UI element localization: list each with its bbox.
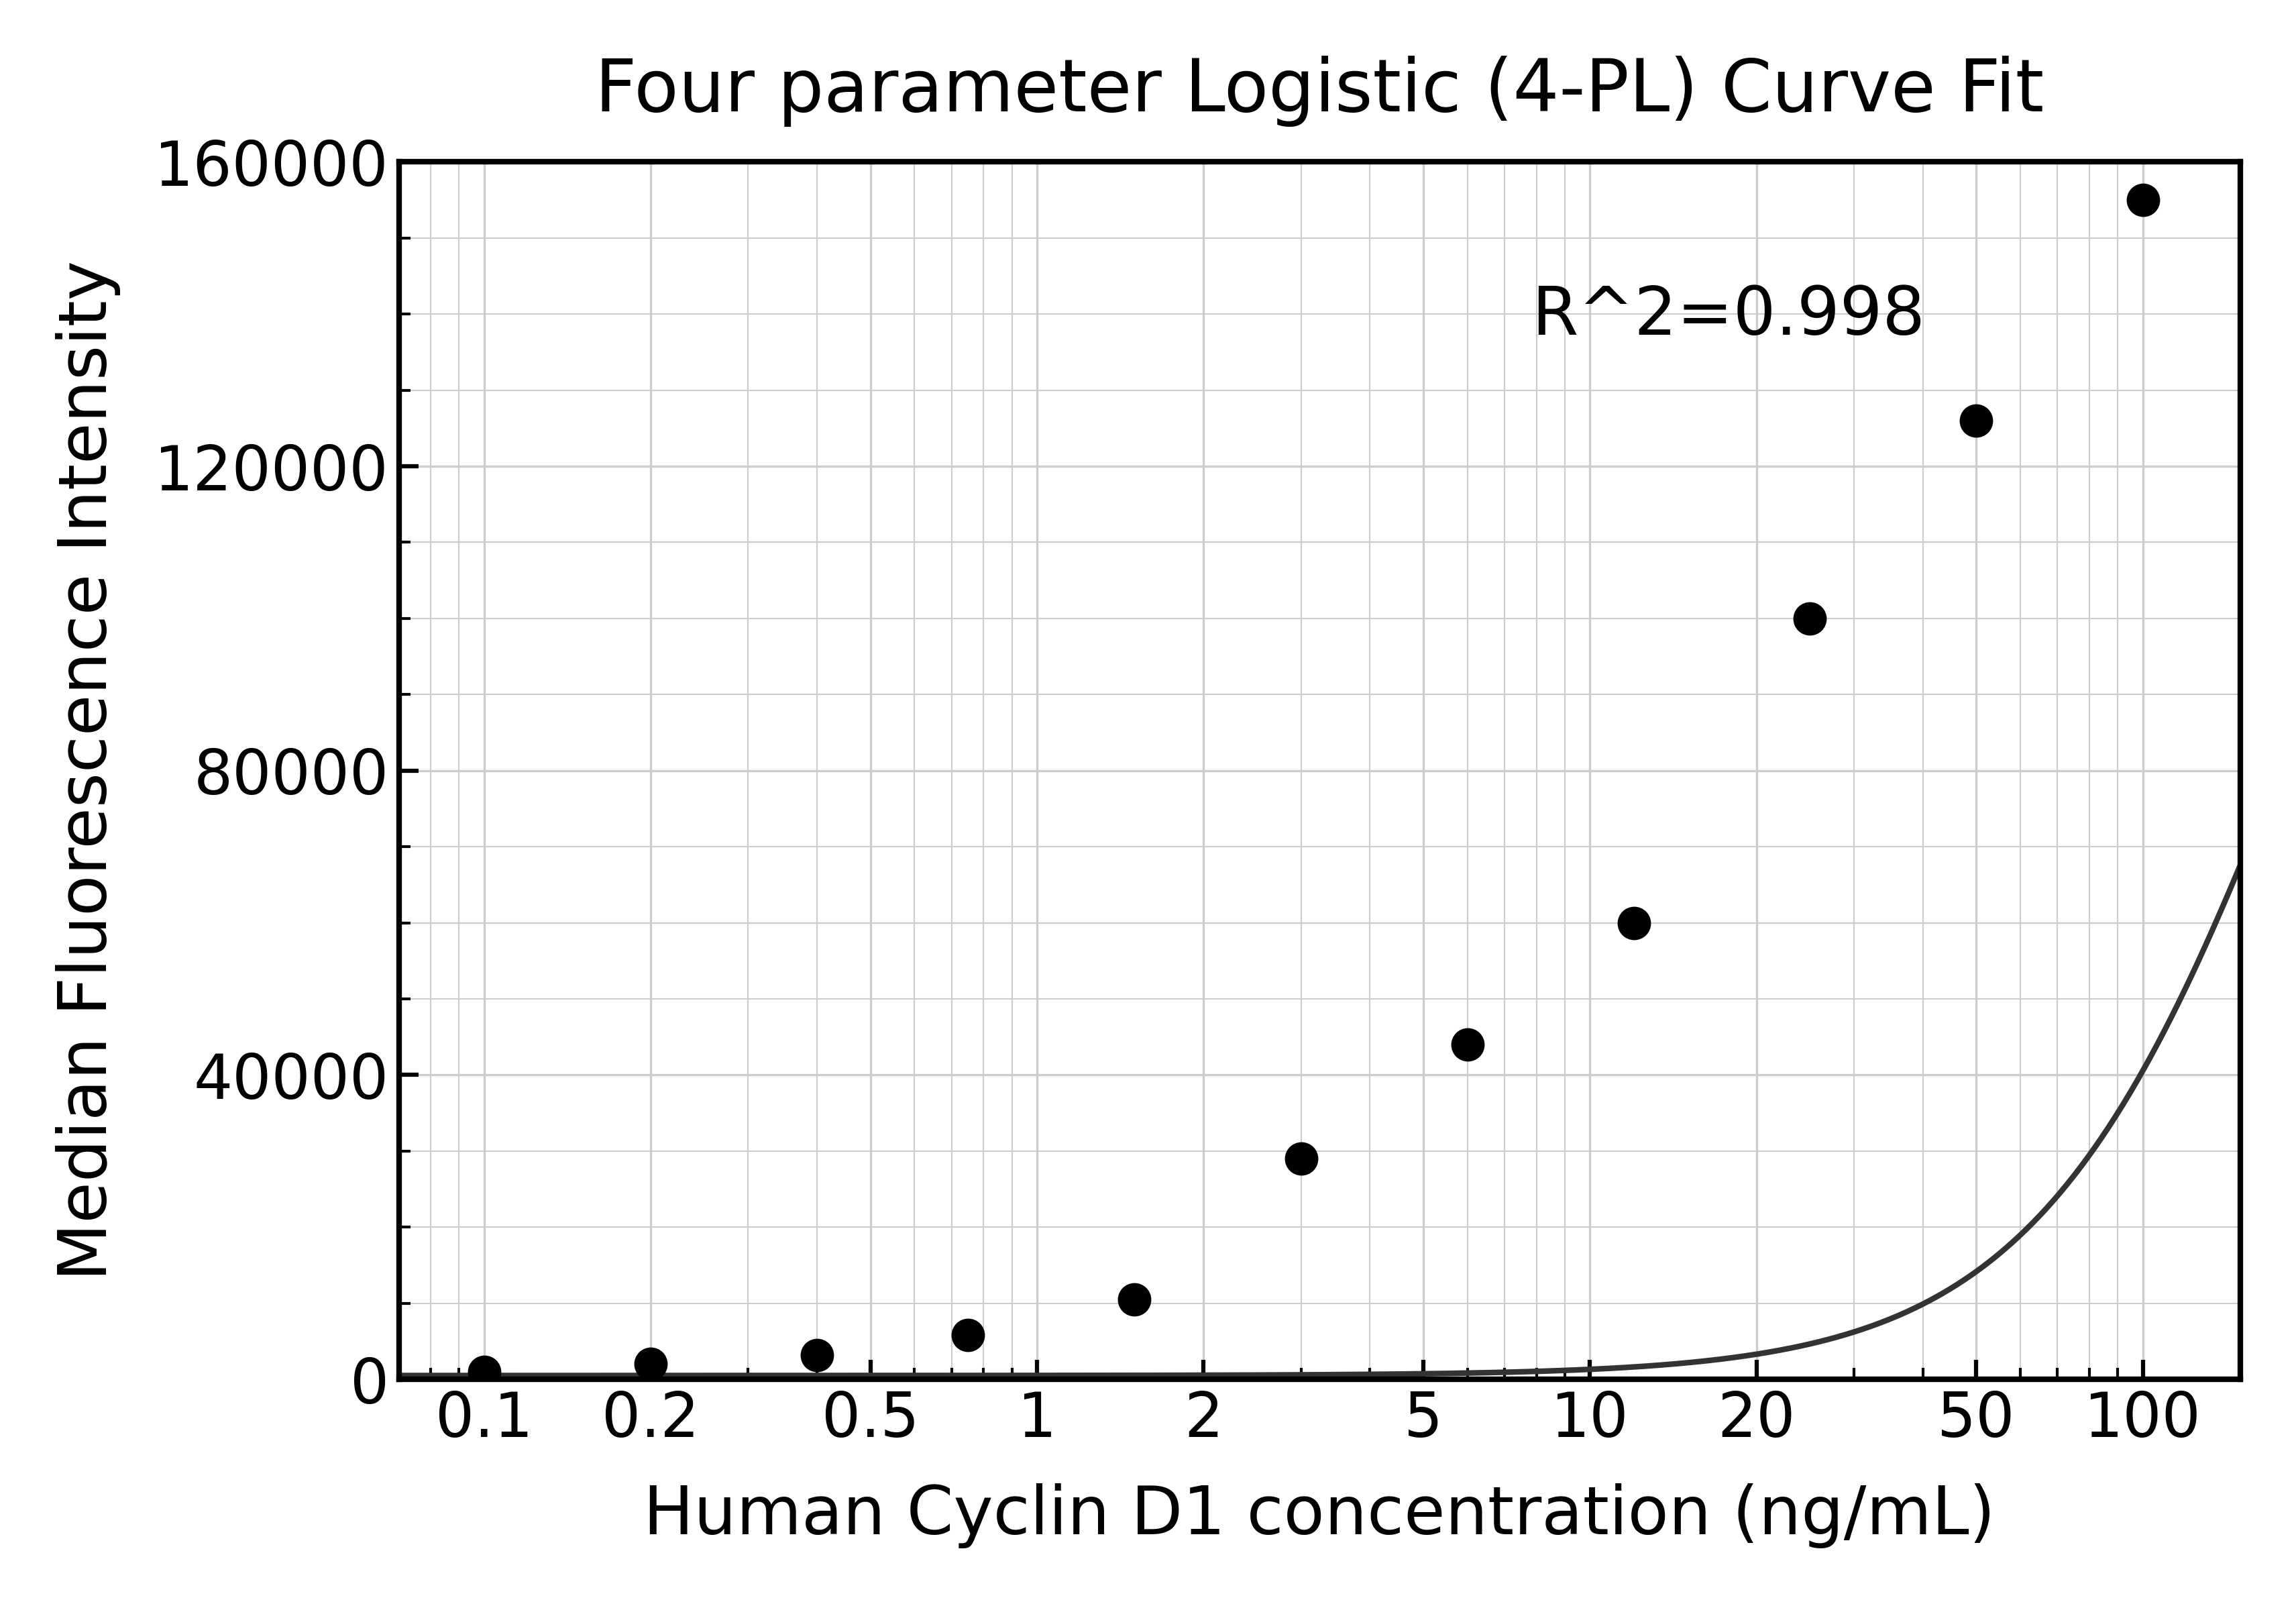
X-axis label: Human Cyclin D1 concentration (ng/mL): Human Cyclin D1 concentration (ng/mL) [643,1484,1995,1548]
Y-axis label: Median Fluorescence Intensity: Median Fluorescence Intensity [55,260,122,1280]
Point [1958,407,1995,433]
Point [1116,1286,1153,1312]
Point [1449,1031,1486,1057]
Title: Four parameter Logistic (4-PL) Curve Fit: Four parameter Logistic (4-PL) Curve Fit [595,56,2043,127]
Text: R^2=0.998: R^2=0.998 [1531,284,1924,348]
Point [466,1359,503,1384]
Point [1791,606,1828,632]
Point [631,1351,668,1376]
Point [1616,909,1653,935]
Point [799,1343,836,1368]
Point [951,1322,987,1347]
Point [2124,188,2161,213]
Point [1283,1145,1320,1171]
